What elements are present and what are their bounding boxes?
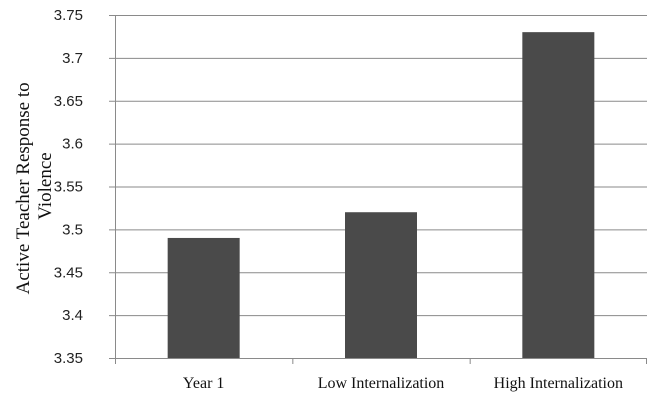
bar	[345, 212, 417, 358]
y-tick-label: 3.5	[62, 221, 83, 238]
y-tick-label: 3.7	[62, 50, 83, 67]
x-category-label: Low Internalization	[318, 375, 445, 392]
y-tick-label: 3.35	[54, 350, 83, 367]
x-category-label: Year 1	[183, 375, 224, 392]
y-tick-label: 3.75	[54, 7, 83, 24]
y-axis-tick-labels: 3.35 3.4 3.45 3.5 3.55 3.6 3.65 3.7 3.75	[54, 7, 83, 367]
y-tick-label: 3.55	[54, 179, 83, 196]
x-axis-category-labels: Year 1 Low Internalization High Internaliz…	[183, 375, 623, 392]
y-tick-label: 3.6	[62, 136, 83, 153]
x-category-label: High Internalization	[494, 375, 623, 392]
bar	[167, 237, 240, 358]
y-tick-label: 3.45	[54, 264, 83, 281]
y-axis-title-line-1: Active Teacher Response to	[13, 82, 34, 294]
bars	[167, 32, 595, 359]
bar	[522, 32, 595, 359]
y-tick-label: 3.4	[62, 307, 83, 324]
x-axis	[115, 358, 647, 364]
y-tick-label: 3.65	[54, 93, 83, 110]
y-axis-title: Active Teacher Response to Violence	[13, 78, 56, 295]
y-axis-title-line-2: Violence	[35, 152, 56, 219]
